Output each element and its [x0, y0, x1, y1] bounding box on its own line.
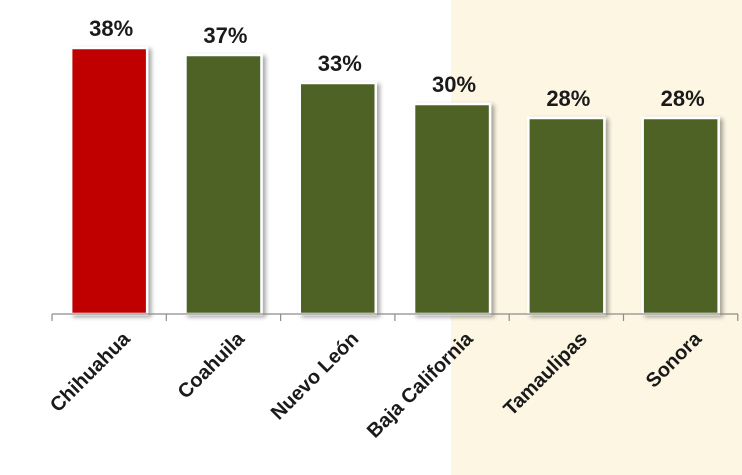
bars-group	[69, 46, 720, 316]
bar-coahuila	[184, 53, 263, 316]
bar-nuevo-león	[298, 81, 377, 316]
data-label: 30%	[432, 72, 476, 97]
x-axis	[51, 313, 739, 321]
data-labels-group: 38% 37% 33% 30% 28% 28%	[89, 16, 705, 111]
data-label: 28%	[661, 86, 705, 111]
bar-tamaulipas	[527, 116, 606, 316]
tick-label: Chihuahua	[46, 327, 135, 416]
tick-label: Coahuila	[174, 327, 250, 403]
bar-chihuahua	[69, 46, 149, 316]
data-label: 33%	[318, 51, 362, 76]
tick-label: Nuevo León	[267, 328, 363, 424]
data-label: 28%	[546, 86, 590, 111]
data-label: 38%	[89, 16, 133, 41]
bar-baja-california	[412, 102, 492, 316]
data-label: 37%	[203, 23, 247, 48]
bar-sonora	[641, 116, 720, 316]
